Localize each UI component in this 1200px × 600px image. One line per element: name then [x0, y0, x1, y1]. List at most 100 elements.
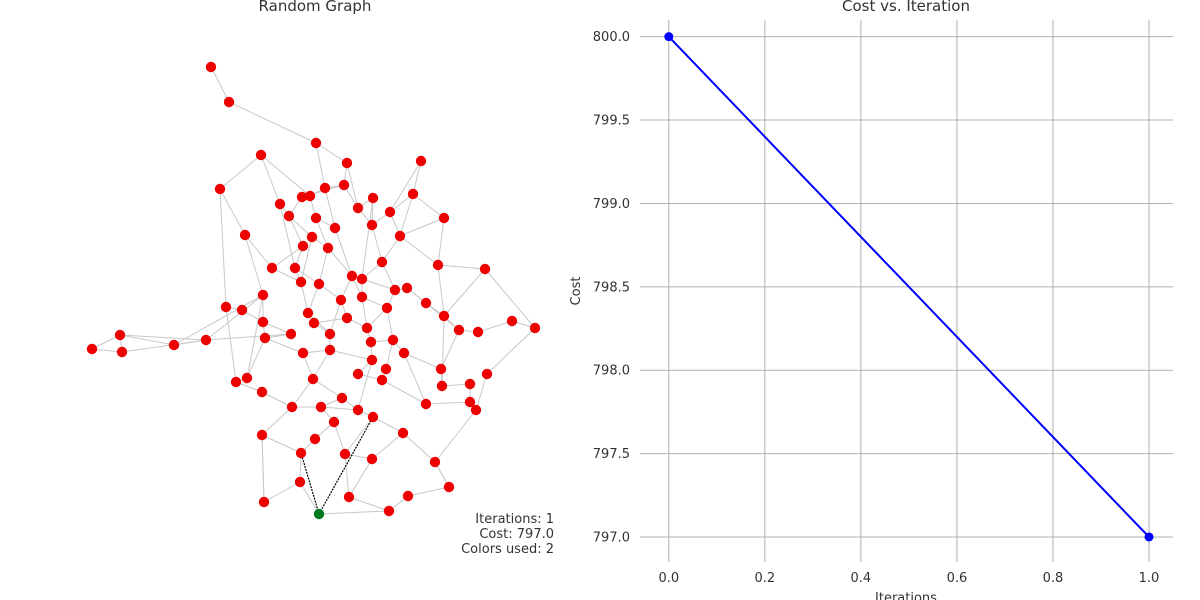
- graph-node: [283, 210, 295, 222]
- graph-node: [464, 396, 476, 408]
- cost-line: [668, 35, 1150, 538]
- graph-node: [296, 191, 308, 203]
- graph-node: [310, 212, 322, 224]
- graph-edge: [246, 294, 264, 379]
- graph-edge: [434, 409, 477, 463]
- cost-chart-y-ticks: 800.0 799.5 799.0 798.5 798.0 797.5 797.0: [593, 30, 630, 545]
- graph-node: [376, 374, 388, 386]
- graph-node: [328, 416, 340, 428]
- graph-edge: [299, 481, 320, 515]
- graph-node: [402, 490, 414, 502]
- graph-node: [438, 310, 450, 322]
- graph-edge: [300, 236, 313, 283]
- graph-edge: [119, 334, 175, 346]
- graph-node: [432, 259, 444, 271]
- graph-node: [294, 476, 306, 488]
- graph-edge: [333, 421, 346, 455]
- graph-edge: [205, 333, 292, 341]
- graph-edge: [437, 264, 486, 270]
- graph-edge: [261, 434, 302, 454]
- graph-node: [285, 328, 297, 340]
- graph-node: [309, 433, 321, 445]
- graph-edge-highlighted: [300, 452, 320, 515]
- graph-node: [230, 376, 242, 388]
- graph-node: [443, 481, 455, 493]
- annotation-cost: Cost: 797.0: [479, 527, 554, 542]
- graph-node: [341, 312, 353, 324]
- graph-edge: [486, 327, 536, 375]
- graph-edge: [271, 267, 302, 283]
- graph-edge: [441, 315, 445, 387]
- graph-edge: [344, 453, 350, 498]
- x-tick-label: 0.4: [851, 571, 872, 586]
- graph-node: [415, 155, 427, 167]
- graph-node: [352, 368, 364, 380]
- graph-node: [313, 278, 325, 290]
- graph-node: [295, 276, 307, 288]
- graph-node: [397, 427, 409, 439]
- graph-node: [420, 297, 432, 309]
- graph-edge: [121, 339, 207, 353]
- graph-node: [356, 273, 368, 285]
- graph-edge: [357, 359, 373, 411]
- graph-edge: [119, 334, 207, 341]
- x-tick-label: 0.6: [947, 571, 968, 586]
- graph-node: [241, 372, 253, 384]
- graph-node: [255, 149, 267, 161]
- graph-node: [286, 401, 298, 413]
- graph-edge: [246, 337, 266, 379]
- graph-node: [236, 304, 248, 316]
- graph-node: [257, 316, 269, 328]
- graph-node: [420, 398, 432, 410]
- graph-node-highlighted: [313, 508, 325, 520]
- cost-point: [664, 32, 674, 42]
- x-tick-label: 0.0: [658, 571, 679, 586]
- graph-node: [529, 322, 541, 334]
- graph-node: [389, 284, 401, 296]
- graph-node: [304, 190, 316, 202]
- graph-edge: [334, 227, 353, 277]
- graph-node: [297, 347, 309, 359]
- graph-node: [472, 326, 484, 338]
- cost-point: [1144, 532, 1154, 542]
- graph-node: [356, 291, 368, 303]
- graph-node: [205, 61, 217, 73]
- graph-edge: [219, 188, 246, 236]
- y-tick-label: 800.0: [593, 30, 630, 45]
- graph-edge: [437, 264, 445, 317]
- graph-edge: [484, 268, 536, 329]
- graph-node: [324, 344, 336, 356]
- graph-edge: [381, 379, 427, 405]
- graph-node: [387, 334, 399, 346]
- graph-node: [256, 386, 268, 398]
- graph-edge: [371, 224, 383, 263]
- y-tick-label: 797.5: [593, 447, 630, 462]
- graph-node: [308, 317, 320, 329]
- y-tick-label: 798.5: [593, 280, 630, 295]
- graph-edge: [315, 142, 326, 189]
- graph-node: [383, 505, 395, 517]
- graph-node: [407, 188, 419, 200]
- graph-node: [200, 334, 212, 346]
- graph-node: [367, 192, 379, 204]
- annotation-colors-used: Colors used: 2: [461, 542, 554, 557]
- graph-edge: [228, 101, 317, 144]
- graph-edge: [173, 294, 264, 346]
- graph-edge: [381, 235, 401, 263]
- graph-node: [352, 404, 364, 416]
- graph-edge: [399, 193, 414, 237]
- graph-node: [335, 294, 347, 306]
- y-tick-label: 798.0: [593, 364, 630, 379]
- graph-edge: [260, 154, 311, 197]
- graph-node: [256, 429, 268, 441]
- graph-edge: [320, 406, 359, 411]
- graph-edge: [318, 510, 390, 515]
- graph-node: [116, 346, 128, 358]
- graph-node: [339, 448, 351, 460]
- graph-node: [324, 328, 336, 340]
- graph-node: [223, 96, 235, 108]
- graph-node: [315, 401, 327, 413]
- graph-edge: [477, 320, 513, 333]
- graph-node: [295, 447, 307, 459]
